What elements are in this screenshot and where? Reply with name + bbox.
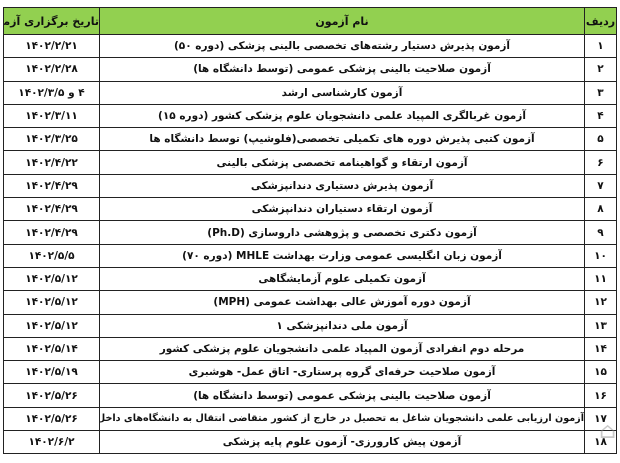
- cell-index: ۱۲: [584, 290, 617, 315]
- cell-date: ۱۴۰۲/۴/۲۹: [3, 173, 100, 199]
- cell-index: ۷: [584, 173, 617, 199]
- cell-index: ۱: [584, 33, 617, 59]
- table-row: ۱۸ آزمون پیش کارورزی- آزمون علوم پایه پزش…: [3, 430, 617, 455]
- cell-index: ۱۴: [584, 336, 617, 362]
- header-index: ردیف: [584, 7, 617, 35]
- cell-name: آزمون زبان انگلیسی عمومی وزارت بهداشت MH…: [99, 243, 585, 268]
- cell-name: آزمون ارتقاء و گواهینامه تخصصی پزشکی بال…: [99, 150, 585, 175]
- cell-name: آزمون پیش کارورزی- آزمون علوم پایه پزشکی: [99, 430, 585, 455]
- table-row: ۹ آزمون دکتری تخصصی و پژوهشی داروسازی (Ph…: [3, 220, 617, 245]
- cell-name: آزمون پذیرش دستیاری دندانپزشکی: [99, 173, 585, 199]
- cell-date: ۱۴۰۲/۵/۱۹: [3, 360, 100, 385]
- cell-index: ۱۷: [584, 406, 617, 432]
- cell-index: ۱۱: [584, 266, 617, 292]
- header-row: ردیف نام آزمون تاریخ برگزاری آزمون: [3, 7, 617, 35]
- table-row: ۱ آزمون پذیرش دستیار رشته‌های تخصصی بالین…: [3, 33, 617, 59]
- cell-name: آزمون کتبی پذیرش دوره های تکمیلی تخصصی(ف…: [99, 127, 585, 152]
- exam-schedule-table: ردیف نام آزمون تاریخ برگزاری آزمون ۱آزمو…: [3, 7, 617, 455]
- cell-index: ۱۰: [584, 243, 617, 268]
- table-row: ۳ آزمون کارشناسی ارشد ۴ و ۱۴۰۲/۳/۵: [3, 80, 617, 105]
- cell-name: آزمون پذیرش دستیار رشته‌های تخصصی بالینی…: [99, 33, 585, 59]
- cell-index: ۴: [584, 103, 617, 129]
- cell-index: ۱۶: [584, 383, 617, 408]
- cell-name: آزمون دکتری تخصصی و پژوهشی داروسازی (Ph.…: [99, 220, 585, 245]
- cell-date: ۱۴۰۲/۶/۲: [3, 430, 100, 455]
- table-row: ۵ آزمون کتبی پذیرش دوره های تکمیلی تخصصی(…: [3, 127, 617, 152]
- cell-date: ۱۴۰۲/۵/۱۲: [3, 290, 100, 315]
- cell-date: ۱۴۰۲/۴/۲۹: [3, 197, 100, 222]
- cell-index: ۱۳: [584, 313, 617, 338]
- cell-index: ۱۸: [584, 430, 617, 455]
- table-row: ۱۲ آزمون دوره آموزش عالی بهداشت عمومی (MP…: [3, 290, 617, 315]
- cell-date: ۱۴۰۲/۳/۱۱: [3, 103, 100, 129]
- cell-index: ۵: [584, 127, 617, 152]
- cell-index: ۶: [584, 150, 617, 175]
- cell-name: آزمون غربالگری المپیاد علمی دانشجویان عل…: [99, 103, 585, 129]
- cell-date: ۱۴۰۲/۵/۲۶: [3, 383, 100, 408]
- cell-date: ۱۴۰۲/۴/۲۲: [3, 150, 100, 175]
- cell-name: آزمون صلاحیت بالینی پزشکی عمومی (توسط دا…: [99, 57, 585, 82]
- cell-name: آزمون ملی دندانپزشکی ۱: [99, 313, 585, 338]
- table-row: ۴ آزمون غربالگری المپیاد علمی دانشجویان ع…: [3, 103, 617, 129]
- table-row: ۱۴ مرحله دوم انفرادی آزمون المپیاد علمی د…: [3, 336, 617, 362]
- cell-name: آزمون دوره آموزش عالی بهداشت عمومی (MPH): [99, 290, 585, 315]
- table-row: ۶ آزمون ارتقاء و گواهینامه تخصصی پزشکی با…: [3, 150, 617, 175]
- table-row: ۱۰ آزمون زبان انگلیسی عمومی وزارت بهداشت …: [3, 243, 617, 268]
- cell-name: آزمون تکمیلی علوم آزمایشگاهی: [99, 266, 585, 292]
- table-row: ۱۱ آزمون تکمیلی علوم آزمایشگاهی ۱۴۰۲/۵/۱۲: [3, 266, 617, 292]
- cell-date: ۱۴۰۲/۵/۵: [3, 243, 100, 268]
- cell-name: آزمون صلاحیت بالینی پزشکی عمومی (توسط دا…: [99, 383, 585, 408]
- watermark-logo: ⌂: [599, 419, 616, 444]
- table-row: ۱۵ آزمون صلاحیت حرفه‌ای گروه پرستاری- اتا…: [3, 360, 617, 385]
- cell-name: مرحله دوم انفرادی آزمون المپیاد علمی دان…: [99, 336, 585, 362]
- cell-name: آزمون ارتقاء دستیاران دندانپزشکی: [99, 197, 585, 222]
- cell-date: ۱۴۰۲/۵/۱۴: [3, 336, 100, 362]
- table-row: ۱۳ آزمون ملی دندانپزشکی ۱ ۱۴۰۲/۵/۱۲: [3, 313, 617, 338]
- cell-date: ۱۴۰۲/۳/۲۵: [3, 127, 100, 152]
- table-row: ۸ آزمون ارتقاء دستیاران دندانپزشکی ۱۴۰۲/۴/…: [3, 197, 617, 222]
- cell-index: ۸: [584, 197, 617, 222]
- cell-date: ۱۴۰۲/۵/۱۲: [3, 313, 100, 338]
- cell-date: ۱۴۰۲/۲/۲۸: [3, 57, 100, 82]
- table-row: ۷ آزمون پذیرش دستیاری دندانپزشکی ۱۴۰۲/۴/۲۹: [3, 173, 617, 199]
- header-name: نام آزمون: [99, 7, 585, 35]
- header-date: تاریخ برگزاری آزمون: [3, 7, 100, 35]
- table-row: ۲ آزمون صلاحیت بالینی پزشکی عمومی (توسط د…: [3, 57, 617, 82]
- cell-index: ۱۵: [584, 360, 617, 385]
- cell-index: ۲: [584, 57, 617, 82]
- cell-name: آزمون صلاحیت حرفه‌ای گروه پرستاری- اتاق …: [99, 360, 585, 385]
- cell-index: ۹: [584, 220, 617, 245]
- cell-name: آزمون کارشناسی ارشد: [99, 80, 585, 105]
- table-row: ۱۶ آزمون صلاحیت بالینی پزشکی عمومی (توسط …: [3, 383, 617, 408]
- cell-date: ۴ و ۱۴۰۲/۳/۵: [3, 80, 100, 105]
- cell-date: ۱۴۰۲/۵/۱۲: [3, 266, 100, 292]
- cell-index: ۳: [584, 80, 617, 105]
- table-row: ۱۷ آزمون ارزیابی علمی دانشجویان شاغل به ت…: [3, 406, 617, 432]
- cell-date: ۱۴۰۲/۴/۲۹: [3, 220, 100, 245]
- cell-date: ۱۴۰۲/۲/۲۱: [3, 33, 100, 59]
- cell-name: آزمون ارزیابی علمی دانشجویان شاغل به تحص…: [99, 406, 585, 432]
- cell-date: ۱۴۰۲/۵/۲۶: [3, 406, 100, 432]
